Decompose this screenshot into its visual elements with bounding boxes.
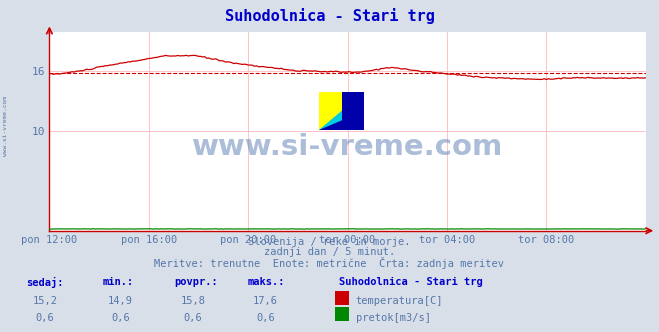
Text: maks.:: maks.: [247,277,285,287]
Text: sedaj:: sedaj: [26,277,64,288]
Text: 14,9: 14,9 [108,296,133,306]
Text: min.:: min.: [102,277,133,287]
Text: povpr.:: povpr.: [175,277,218,287]
Text: www.si-vreme.com: www.si-vreme.com [192,133,503,161]
Polygon shape [341,92,364,130]
Polygon shape [319,92,364,130]
Text: pretok[m3/s]: pretok[m3/s] [356,313,431,323]
Text: 0,6: 0,6 [256,313,275,323]
Text: temperatura[C]: temperatura[C] [356,296,444,306]
Text: Suhodolnica - Stari trg: Suhodolnica - Stari trg [339,277,483,287]
Polygon shape [319,92,364,130]
Text: Slovenija / reke in morje.: Slovenija / reke in morje. [248,237,411,247]
Polygon shape [319,92,364,130]
Polygon shape [319,92,364,130]
Polygon shape [319,111,364,130]
Text: www.si-vreme.com: www.si-vreme.com [3,96,8,156]
Text: 0,6: 0,6 [184,313,202,323]
Text: zadnji dan / 5 minut.: zadnji dan / 5 minut. [264,247,395,257]
Text: Meritve: trenutne  Enote: metrične  Črta: zadnja meritev: Meritve: trenutne Enote: metrične Črta: … [154,257,505,269]
Text: 0,6: 0,6 [111,313,130,323]
Text: 17,6: 17,6 [253,296,278,306]
Text: Suhodolnica - Stari trg: Suhodolnica - Stari trg [225,8,434,24]
Text: 15,2: 15,2 [32,296,57,306]
Text: 15,8: 15,8 [181,296,206,306]
Text: 0,6: 0,6 [36,313,54,323]
